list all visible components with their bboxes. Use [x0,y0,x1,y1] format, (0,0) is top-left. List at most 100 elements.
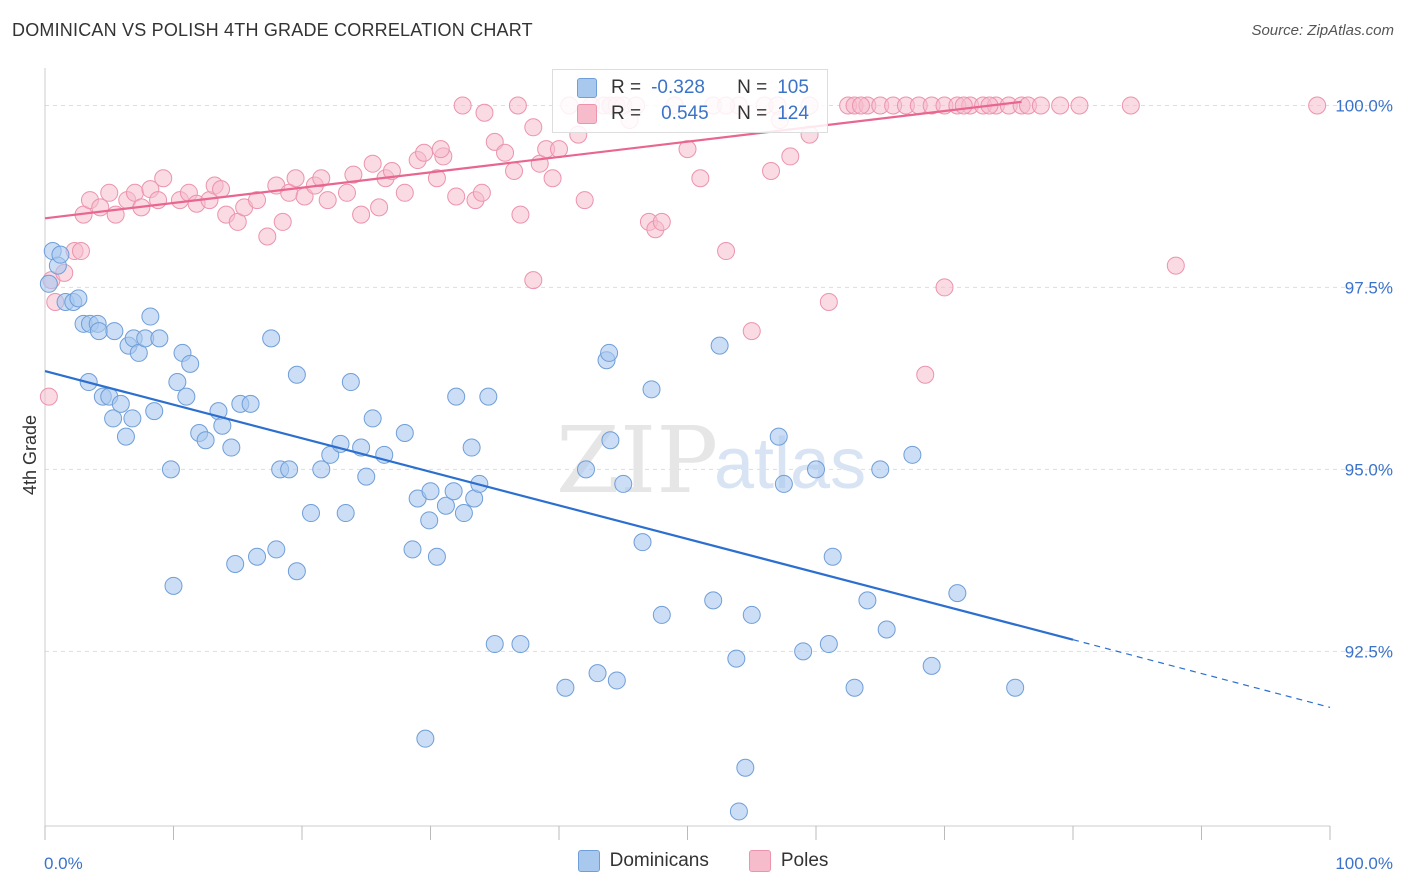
dominicans-point [871,460,890,479]
dominicans-point [704,591,723,610]
dominicans-point [736,758,755,777]
poles-trend-line [44,100,1022,220]
dominicans-point [416,729,435,748]
x-tick-label: 0.0% [44,854,83,873]
dominicans-point [69,289,88,308]
poles-point [453,96,472,115]
poles-point [71,242,90,261]
dominicans-point [607,671,626,690]
poles-point [496,143,515,162]
dominicans-points [39,242,1025,821]
y-tick-label: 97.5% [1345,278,1393,297]
poles-point [1166,256,1185,275]
trend-lines [44,100,1331,708]
dominicans-point [447,387,466,406]
poles-point [524,271,543,290]
dominicans-point [858,591,877,610]
dominicans-point [341,373,360,392]
dominicans-point [287,365,306,384]
poles-point [717,242,736,261]
legend-item-poles: Poles [748,850,828,872]
n-label: N = [737,77,768,98]
tick-labels: 92.5% 95.0% 97.5% 100.0% 0.0% 100.0% [44,96,1393,873]
poles-point [550,140,568,159]
poles-point [472,183,491,202]
dominicans-point [226,554,245,573]
poles-point [258,227,277,246]
poles-point [781,147,800,166]
watermark-atlas: atlas [714,424,866,504]
legend-label-dominicans: Dominicans [609,850,709,871]
dominicans-point [164,576,183,595]
dominicans-trend-line [44,370,1074,641]
stats-row-poles: R = 0.545 N = 124 [577,101,809,127]
dominicans-point [116,427,135,446]
poles-point [1051,96,1070,115]
dominicans-point [241,394,260,413]
dominicans-point [769,427,788,446]
y-tick-label: 92.5% [1345,642,1393,661]
poles-point [691,169,710,188]
dominicans-point [177,387,196,406]
dominicans-point [123,409,142,428]
poles-point [524,118,543,137]
dominicans-point [511,635,530,654]
x-tick-label: 100.0% [1335,854,1393,873]
dominicans-point [588,664,607,683]
poles-point [475,103,494,122]
y-tick-label: 95.0% [1345,460,1393,479]
dominicans-point [948,584,967,603]
dominicans-trend-extension [1072,639,1331,708]
dominicans-point [444,482,463,501]
dominicans-point [742,605,761,624]
poles-point [248,191,267,210]
poles-point [395,183,414,202]
dominicans-point [819,635,838,654]
dominicans-point [922,656,941,675]
poles-point [286,169,305,188]
dominicans-point [454,504,473,523]
dominicans-point [556,678,575,697]
r-label: R = [611,103,642,124]
n-value-poles: 124 [777,103,809,124]
poles-point [431,140,450,159]
poles-point [819,292,838,311]
dominicans-point [642,380,661,399]
dominicans-point [710,336,729,355]
dominicans-point [614,474,633,493]
dominicans-point [727,649,746,668]
dominicans-point [1006,678,1025,697]
dominicans-point [633,533,652,552]
dominicans-point [877,620,896,639]
dominicans-point [395,423,414,442]
poles-point [344,165,363,184]
poles-point [318,191,337,210]
dominicans-point [600,343,619,362]
poles-point [762,161,781,180]
legend-item-dominicans: Dominicans [577,850,709,872]
dominicans-point [794,642,813,661]
poles-point [352,205,371,224]
dominicans-point [287,562,306,581]
stats-row-dominicans: R = -0.328 N = 105 [577,75,809,101]
poles-point [273,212,292,231]
dominicans-point [39,274,58,293]
dominicans-point [280,460,299,479]
watermark-zip: ZIP [556,407,718,514]
dominicans-point [51,245,70,264]
poles-point [1070,96,1089,115]
poles-point [1121,96,1140,115]
poles-point [916,365,935,384]
dominicans-point [248,547,267,566]
poles-point [508,96,527,115]
dominicans-point [262,329,281,348]
dominicans-point [104,409,123,428]
poles-point [447,187,466,206]
n-label: N = [737,103,768,124]
poles-point [742,322,761,341]
dominicans-point [181,354,200,373]
poles-point [954,96,973,115]
r-value-poles: 0.545 [661,103,709,124]
source-label: Source: ZipAtlas.com [1251,22,1394,39]
